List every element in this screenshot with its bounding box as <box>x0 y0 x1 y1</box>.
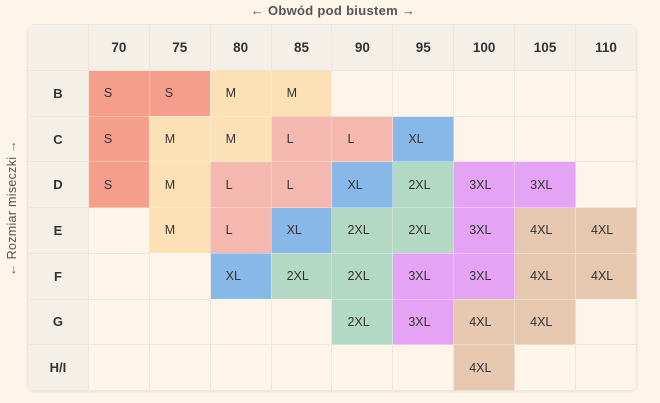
band-size-axis-label: ← Obwód pod biustem → <box>250 3 416 18</box>
table-body: B S S M M C S M M L L XL D S M L L XL 2XL 3XL 3XL E M L XL 2XL 2XL… <box>27 70 637 391</box>
row-header-cup: D <box>27 161 89 209</box>
size-cell <box>87 344 150 391</box>
size-cell <box>575 298 637 346</box>
size-cell <box>209 344 272 391</box>
row-header-cup: H/I <box>27 344 89 391</box>
size-chart-table-container: 70 75 80 85 90 95 100 105 110 B S S M M C S M M L L XL D S M L L… <box>27 24 637 391</box>
column-header-105: 105 <box>514 24 577 71</box>
size-cell: 2XL <box>392 161 455 209</box>
size-cell: M <box>209 115 272 163</box>
size-cell <box>575 344 637 391</box>
size-cell <box>575 70 637 117</box>
size-cell <box>575 161 637 209</box>
table-row: E M L XL 2XL 2XL 3XL 4XL 4XL <box>27 207 637 254</box>
size-cell: 4XL <box>575 252 637 300</box>
size-cell: 4XL <box>575 207 637 254</box>
column-header-85: 85 <box>270 24 333 71</box>
row-header-cup: G <box>27 298 89 346</box>
size-cell <box>514 344 577 391</box>
corner-cell <box>27 24 89 71</box>
size-cell <box>87 207 150 254</box>
size-cell: 3XL <box>392 252 455 300</box>
column-header-75: 75 <box>148 24 211 71</box>
size-cell: 2XL <box>392 207 455 254</box>
size-cell: S <box>87 115 150 163</box>
column-header-80: 80 <box>209 24 272 71</box>
column-header-90: 90 <box>331 24 394 71</box>
size-cell: M <box>148 115 211 163</box>
size-cell: S <box>87 161 150 209</box>
column-header-70: 70 <box>87 24 150 71</box>
size-cell: 3XL <box>453 161 516 209</box>
table-row: F XL 2XL 2XL 3XL 3XL 4XL 4XL <box>27 252 637 300</box>
size-cell <box>148 298 211 346</box>
row-header-cup: F <box>27 252 89 300</box>
table-row: D S M L L XL 2XL 3XL 3XL <box>27 161 637 209</box>
size-cell: 2XL <box>331 207 394 254</box>
size-cell <box>331 344 394 391</box>
size-cell: L <box>270 161 333 209</box>
size-cell: 2XL <box>331 252 394 300</box>
size-cell <box>392 70 455 117</box>
size-cell: 3XL <box>453 252 516 300</box>
size-cell <box>270 298 333 346</box>
column-header-100: 100 <box>453 24 516 71</box>
table-row: C S M M L L XL <box>27 115 637 163</box>
size-cell <box>575 115 637 163</box>
size-cell: 4XL <box>514 252 577 300</box>
size-cell: XL <box>209 252 272 300</box>
table-row: H/I 4XL <box>27 344 637 391</box>
size-cell: L <box>270 115 333 163</box>
size-cell: L <box>209 161 272 209</box>
size-cell: M <box>148 207 211 254</box>
size-cell <box>453 115 516 163</box>
size-cell: 4XL <box>453 344 516 391</box>
size-cell <box>514 115 577 163</box>
size-cell <box>453 70 516 117</box>
size-cell: XL <box>392 115 455 163</box>
header-row: 70 75 80 85 90 95 100 105 110 <box>27 24 637 71</box>
size-chart-table: 70 75 80 85 90 95 100 105 110 B S S M M C S M M L L XL D S M L L… <box>27 24 637 391</box>
size-cell <box>209 298 272 346</box>
size-cell: S <box>87 70 150 117</box>
size-cell: M <box>209 70 272 117</box>
size-cell: XL <box>270 207 333 254</box>
size-cell <box>148 344 211 391</box>
size-cell <box>331 70 394 117</box>
size-cell: 3XL <box>514 161 577 209</box>
size-cell: 3XL <box>392 298 455 346</box>
size-cell <box>87 252 150 300</box>
cup-size-axis-label: ← Rozmiar miseczki → <box>5 140 19 276</box>
size-cell <box>148 252 211 300</box>
size-cell: M <box>148 161 211 209</box>
column-header-95: 95 <box>392 24 455 71</box>
size-cell: M <box>270 70 333 117</box>
size-cell: 4XL <box>453 298 516 346</box>
size-cell: 2XL <box>331 298 394 346</box>
size-cell: S <box>148 70 211 117</box>
size-cell <box>87 298 150 346</box>
size-cell <box>270 344 333 391</box>
size-cell: L <box>209 207 272 254</box>
size-cell: 4XL <box>514 298 577 346</box>
table-row: G 2XL 3XL 4XL 4XL <box>27 298 637 346</box>
row-header-cup: E <box>27 207 89 254</box>
size-cell: 2XL <box>270 252 333 300</box>
size-cell: 4XL <box>514 207 577 254</box>
size-cell: XL <box>331 161 394 209</box>
row-header-cup: B <box>27 70 89 117</box>
column-header-110: 110 <box>575 24 637 71</box>
row-header-cup: C <box>27 115 89 163</box>
size-cell <box>514 70 577 117</box>
size-cell: L <box>331 115 394 163</box>
size-cell <box>392 344 455 391</box>
size-cell: 3XL <box>453 207 516 254</box>
